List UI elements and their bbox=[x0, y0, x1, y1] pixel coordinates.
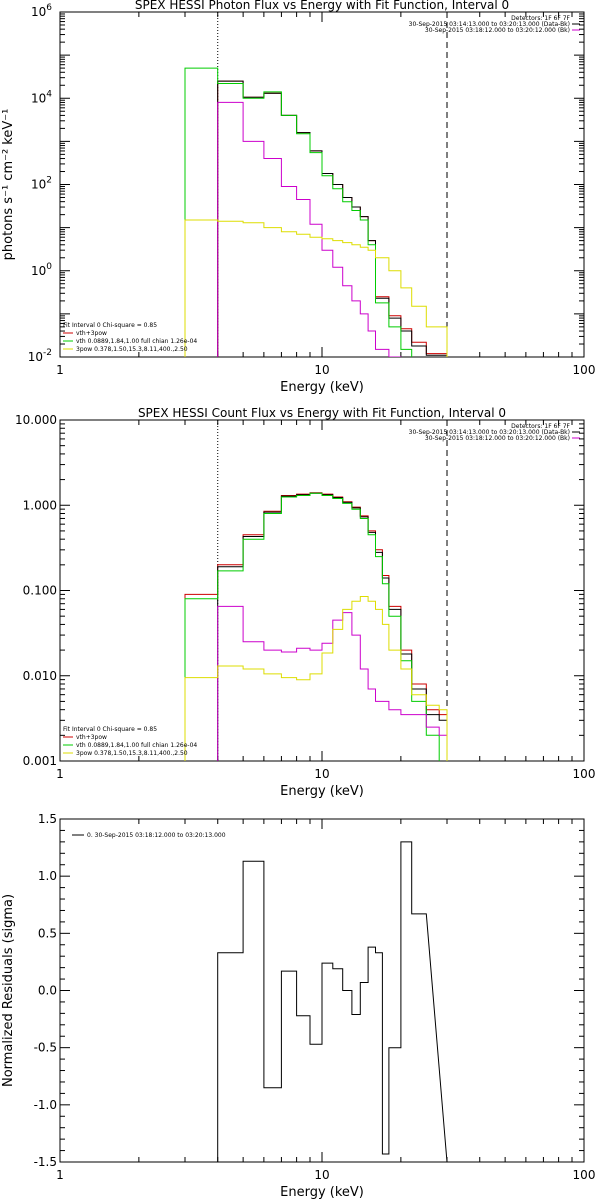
series-group bbox=[217, 841, 448, 1162]
x-tick-label: 10 bbox=[314, 1168, 329, 1182]
y-tick-label: 106 bbox=[31, 3, 52, 19]
y-tick-label: 10.000 bbox=[15, 413, 57, 427]
series-group bbox=[184, 492, 448, 761]
series-step-0 bbox=[217, 841, 448, 1162]
x-tick-label: 100 bbox=[573, 1168, 596, 1182]
x-tick-label: 10 bbox=[314, 363, 329, 377]
y-tick-exponent: -2 bbox=[43, 348, 52, 358]
y-tick-base: 10 bbox=[31, 264, 46, 278]
plot-frame bbox=[59, 11, 585, 358]
y-tick-exponent: 2 bbox=[46, 176, 52, 186]
series-step-4 bbox=[184, 219, 448, 357]
legend-topright-item: 30-Sep-2015 03:14:13.000 to 03:20:13.000… bbox=[409, 429, 570, 436]
y-tick-base: 10 bbox=[31, 91, 46, 105]
chart-title: SPEX HESSI Count Flux vs Energy with Fit… bbox=[138, 406, 506, 420]
y-tick-base: 10 bbox=[31, 178, 46, 192]
legend-bottomleft-item: Fit Interval 0 Chi-square = 0.85 bbox=[63, 322, 157, 329]
legend-topright-item: Detectors: 1F 6F 7F bbox=[511, 423, 570, 430]
y-tick-label: -1.5 bbox=[34, 1155, 57, 1169]
y-axis-label: Normalized Residuals (sigma) bbox=[1, 894, 16, 1087]
y-tick-base: 10 bbox=[31, 5, 46, 19]
legend-topleft-item: 0. 30-Sep-2015 03:18:12.000 to 03:20:13.… bbox=[87, 832, 226, 839]
y-tick-label: 0.010 bbox=[23, 669, 57, 683]
y-tick-label: 1.000 bbox=[23, 498, 57, 512]
series-step-3 bbox=[217, 101, 448, 357]
y-tick-exponent: 6 bbox=[46, 3, 52, 13]
legend-topright-item: 30-Sep-2015 03:14:13.000 to 03:20:13.000… bbox=[409, 21, 570, 28]
y-tick-label: 104 bbox=[31, 89, 52, 105]
x-tick-label: 100 bbox=[573, 767, 596, 781]
legend-bottomleft-item: vth+3pow bbox=[76, 734, 107, 741]
y-tick-label: 1.0 bbox=[38, 869, 57, 883]
plot-frame bbox=[59, 419, 585, 762]
y-tick-base: 10 bbox=[28, 350, 43, 364]
y-tick-label: 10-2 bbox=[28, 348, 52, 364]
y-tick-label: 1.5 bbox=[38, 812, 57, 826]
series-step-1 bbox=[217, 80, 448, 357]
chart-panel-2: 1 10 100 -1.5 -1.0 -0.5 0.0 0.5 1.0 1.5 Energy (ke… bbox=[1, 812, 595, 1200]
x-axis-label: Energy (keV) bbox=[280, 1185, 364, 1200]
series-step-4 bbox=[184, 596, 448, 761]
x-tick-label: 1 bbox=[56, 767, 64, 781]
legend-bottomleft-item: vth+3pow bbox=[76, 330, 107, 337]
x-axis-label: Energy (keV) bbox=[280, 784, 364, 799]
y-tick-label: -0.5 bbox=[34, 1041, 57, 1055]
y-tick-exponent: 0 bbox=[46, 262, 52, 272]
legend-topright-item: Detectors: 1F 6F 7F bbox=[511, 15, 570, 22]
y-tick-label: 0.0 bbox=[38, 984, 57, 998]
series-step-3 bbox=[217, 605, 448, 761]
y-tick-label: 100 bbox=[31, 262, 52, 278]
series-step-0 bbox=[184, 492, 448, 761]
series-step-2 bbox=[184, 67, 448, 357]
y-tick-label: 0.001 bbox=[23, 754, 57, 768]
chart-panel-1: SPEX HESSI Count Flux vs Energy with Fit… bbox=[15, 406, 595, 799]
legend-topright-item: 30-Sep-2015 03:18:12.000 to 03:20:12.000… bbox=[425, 27, 570, 34]
legend-bottomleft-item: Fit Interval 0 Chi-square = 0.85 bbox=[63, 726, 157, 733]
x-axis-label: Energy (keV) bbox=[280, 380, 364, 395]
chart-title: SPEX HESSI Photon Flux vs Energy with Fi… bbox=[135, 0, 509, 12]
chart-panel-0: SPEX HESSI Photon Flux vs Energy with Fi… bbox=[1, 0, 595, 395]
y-tick-exponent: 4 bbox=[46, 89, 52, 99]
y-axis-label: photons s⁻¹ cm⁻² keV⁻¹ bbox=[1, 109, 16, 261]
legend-bottomleft-item: vth 0.0889,1.84,1.00 full chian 1.26e-04 bbox=[76, 338, 197, 345]
legend-bottomleft-item: vth 0.0889,1.84,1.00 full chian 1.26e-04 bbox=[76, 742, 197, 749]
y-tick-label: -1.0 bbox=[34, 1098, 57, 1112]
legend-bottomleft-item: 3pow 0.378,1.50,15.3,8.11,400.,2.50 bbox=[76, 346, 188, 353]
x-tick-label: 10 bbox=[314, 767, 329, 781]
legend-topright-item: 30-Sep-2015 03:18:12.000 to 03:20:12.000… bbox=[425, 435, 570, 442]
series-step-0 bbox=[217, 80, 448, 357]
x-tick-label: 100 bbox=[573, 363, 596, 377]
legend-bottomleft-item: 3pow 0.378,1.50,15.3,8.11,400.,2.50 bbox=[76, 750, 188, 757]
x-tick-label: 1 bbox=[56, 1168, 64, 1182]
series-group bbox=[184, 67, 448, 357]
x-tick-label: 1 bbox=[56, 363, 64, 377]
y-tick-label: 0.5 bbox=[38, 926, 57, 940]
y-tick-label: 102 bbox=[31, 176, 52, 192]
y-tick-label: 0.100 bbox=[23, 584, 57, 598]
series-step-2 bbox=[184, 492, 440, 761]
